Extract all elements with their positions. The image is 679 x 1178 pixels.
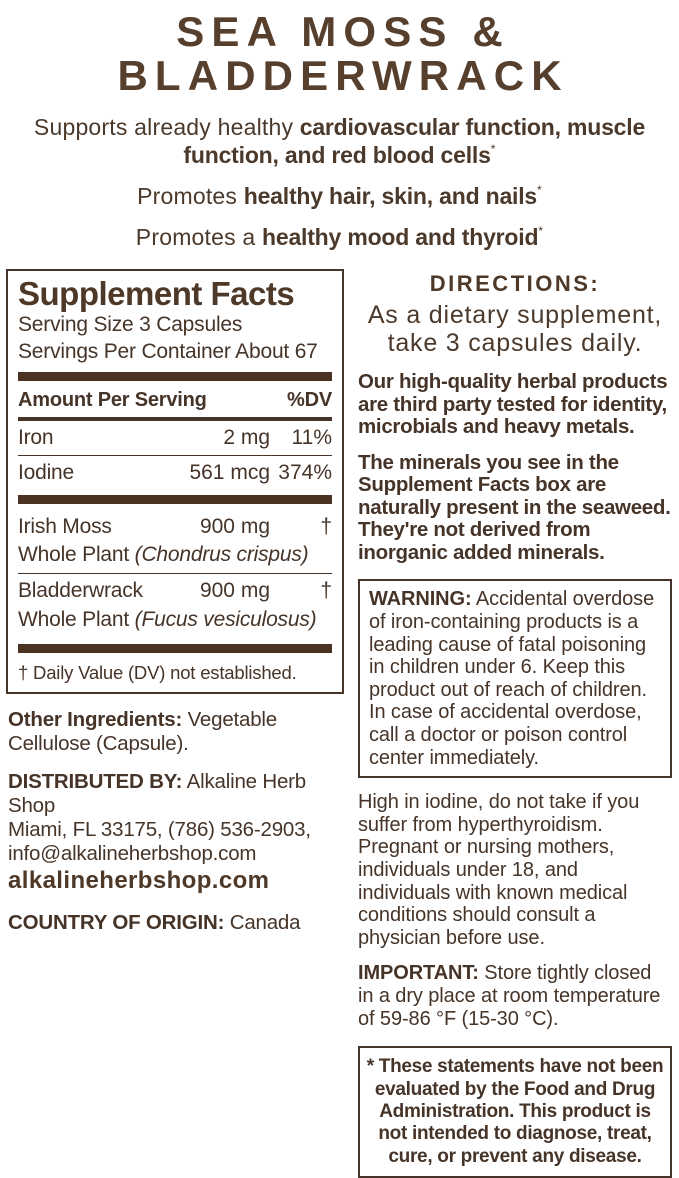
nutrient-dv: 11%	[291, 426, 332, 450]
claim-text-bold: cardiovascular function, muscle function…	[183, 114, 646, 169]
herb-amount: 900 mg	[199, 579, 270, 603]
important-label: IMPORTANT:	[358, 962, 479, 985]
country-of-origin-text: Canada	[224, 910, 301, 934]
quality-paragraph: Our high-quality herbal products are thi…	[358, 370, 668, 439]
herb-name: Bladderwrack	[18, 579, 143, 603]
amount-per-serving-header: Amount Per Serving	[18, 389, 207, 412]
supplement-facts-title: Supplement Facts	[18, 274, 295, 312]
claim-hair-skin-nails: Promotes healthy hair, skin, and nails*	[28, 182, 651, 210]
herb-row-irish-moss: Irish Moss 900 mg † Whole Plant (Chondru…	[18, 510, 332, 575]
claim-text: Promotes a	[135, 224, 262, 251]
supplement-facts-panel: Supplement Facts Serving Size 3 Capsules…	[6, 268, 344, 694]
nutrient-name: Iron	[18, 426, 54, 450]
herb-main-line: Irish Moss 900 mg †	[18, 510, 332, 543]
nutrient-row-iodine: Iodine 561 mcg 374%	[18, 456, 332, 489]
claim-text: Supports already healthy	[33, 114, 300, 141]
product-title-line2: BLADDERWRACK	[117, 51, 569, 99]
product-title: SEA MOSS & BLADDERWRACK	[0, 10, 679, 97]
serving-size: Serving Size 3 Capsules	[18, 313, 243, 337]
fda-disclaimer-box: * These statements have not been evaluat…	[358, 1046, 672, 1178]
address-line: Miami, FL 33175, (786) 536-2903,	[8, 817, 311, 841]
directions-line1: As a dietary supplement,	[367, 300, 663, 329]
distributed-by-label: DISTRIBUTED BY:	[8, 769, 183, 793]
distributed-by-text: Alkaline Herb Shop	[8, 769, 306, 817]
right-column: DIRECTIONS: As a dietary supplement, tak…	[358, 269, 672, 1178]
country-of-origin-label: COUNTRY OF ORIGIN:	[8, 910, 225, 934]
minerals-paragraph: The minerals you see in the Supplement F…	[358, 450, 671, 564]
herb-amount: 900 mg	[199, 514, 270, 538]
nutrient-row-iron: Iron 2 mg 11%	[18, 421, 332, 456]
herb-sub-line: Whole Plant (Fucus vesiculosus)	[18, 608, 332, 638]
thick-rule	[18, 372, 332, 382]
dv-header: %DV	[287, 389, 332, 412]
herb-latin-name: (Fucus vesiculosus)	[134, 607, 317, 631]
herb-dv: †	[320, 579, 332, 603]
warning-text: Accidental overdose of iron-containing p…	[369, 588, 655, 769]
storage-paragraph: IMPORTANT: Store tightly closed in a dry…	[358, 962, 672, 1030]
herb-row-bladderwrack: Bladderwrack 900 mg † Whole Plant (Fucus…	[18, 574, 332, 637]
distributed-by-line: DISTRIBUTED BY: Alkaline Herb Shop	[8, 770, 344, 818]
other-ingredients-text: Vegetable Cellulose (Capsule).	[8, 707, 277, 755]
nutrient-amount: 2 mg	[223, 426, 270, 450]
nutrient-dv: 374%	[278, 460, 332, 484]
other-ingredients: Other Ingredients: Vegetable Cellulose (…	[8, 708, 344, 756]
other-ingredients-label: Other Ingredients:	[8, 707, 183, 731]
herb-part: Whole Plant	[18, 607, 135, 631]
directions-line2: take 3 capsules daily.	[387, 329, 643, 358]
label-header: SEA MOSS & BLADDERWRACK Supports already…	[0, 0, 679, 252]
claim-asterisk: *	[537, 183, 542, 198]
label-body: Supplement Facts Serving Size 3 Capsules…	[0, 265, 679, 1178]
directions-text: As a dietary supplement, take 3 capsules…	[358, 301, 672, 359]
claim-text-bold: healthy mood and thyroid	[262, 224, 539, 251]
website-url: alkalineherbshop.com	[8, 866, 270, 894]
herb-sub-line: Whole Plant (Chondrus crispus)	[18, 543, 332, 575]
benefit-claims: Supports already healthy cardiovascular …	[0, 113, 679, 251]
claim-asterisk: *	[490, 142, 496, 157]
herb-name: Irish Moss	[18, 514, 112, 538]
distributor-block: DISTRIBUTED BY: Alkaline Herb Shop Miami…	[8, 770, 344, 866]
herb-part: Whole Plant	[18, 543, 135, 567]
directions-heading: DIRECTIONS:	[429, 270, 601, 296]
left-column: Supplement Facts Serving Size 3 Capsules…	[6, 268, 344, 935]
servings-per-container: Servings Per Container About 67	[18, 340, 318, 364]
country-of-origin: COUNTRY OF ORIGIN: Canada	[8, 911, 344, 935]
herb-dv: †	[320, 514, 332, 538]
claim-cardiovascular: Supports already healthy cardiovascular …	[28, 113, 651, 169]
claim-asterisk: *	[538, 224, 544, 239]
thick-rule	[18, 643, 332, 653]
nutrient-name: Iodine	[18, 460, 75, 484]
dv-footnote: † Daily Value (DV) not established.	[18, 661, 297, 683]
thick-rule	[18, 494, 332, 504]
product-title-line1: SEA MOSS &	[176, 8, 510, 55]
herb-latin-name: (Chondrus crispus)	[134, 543, 309, 567]
email-address: info@alkalineherbshop.com	[8, 841, 257, 865]
warning-label: WARNING:	[369, 588, 472, 611]
claim-mood-thyroid: Promotes a healthy mood and thyroid*	[28, 223, 651, 251]
claim-text-bold: healthy hair, skin, and nails	[243, 183, 538, 210]
iodine-caution-paragraph: High in iodine, do not take if you suffe…	[358, 791, 640, 949]
facts-header-row: Amount Per Serving %DV	[18, 387, 332, 422]
herb-main-line: Bladderwrack 900 mg †	[18, 574, 332, 607]
nutrient-amount: 561 mcg	[189, 460, 270, 484]
warning-box: WARNING: Accidental overdose of iron-con…	[358, 579, 672, 779]
claim-text: Promotes	[137, 183, 244, 210]
